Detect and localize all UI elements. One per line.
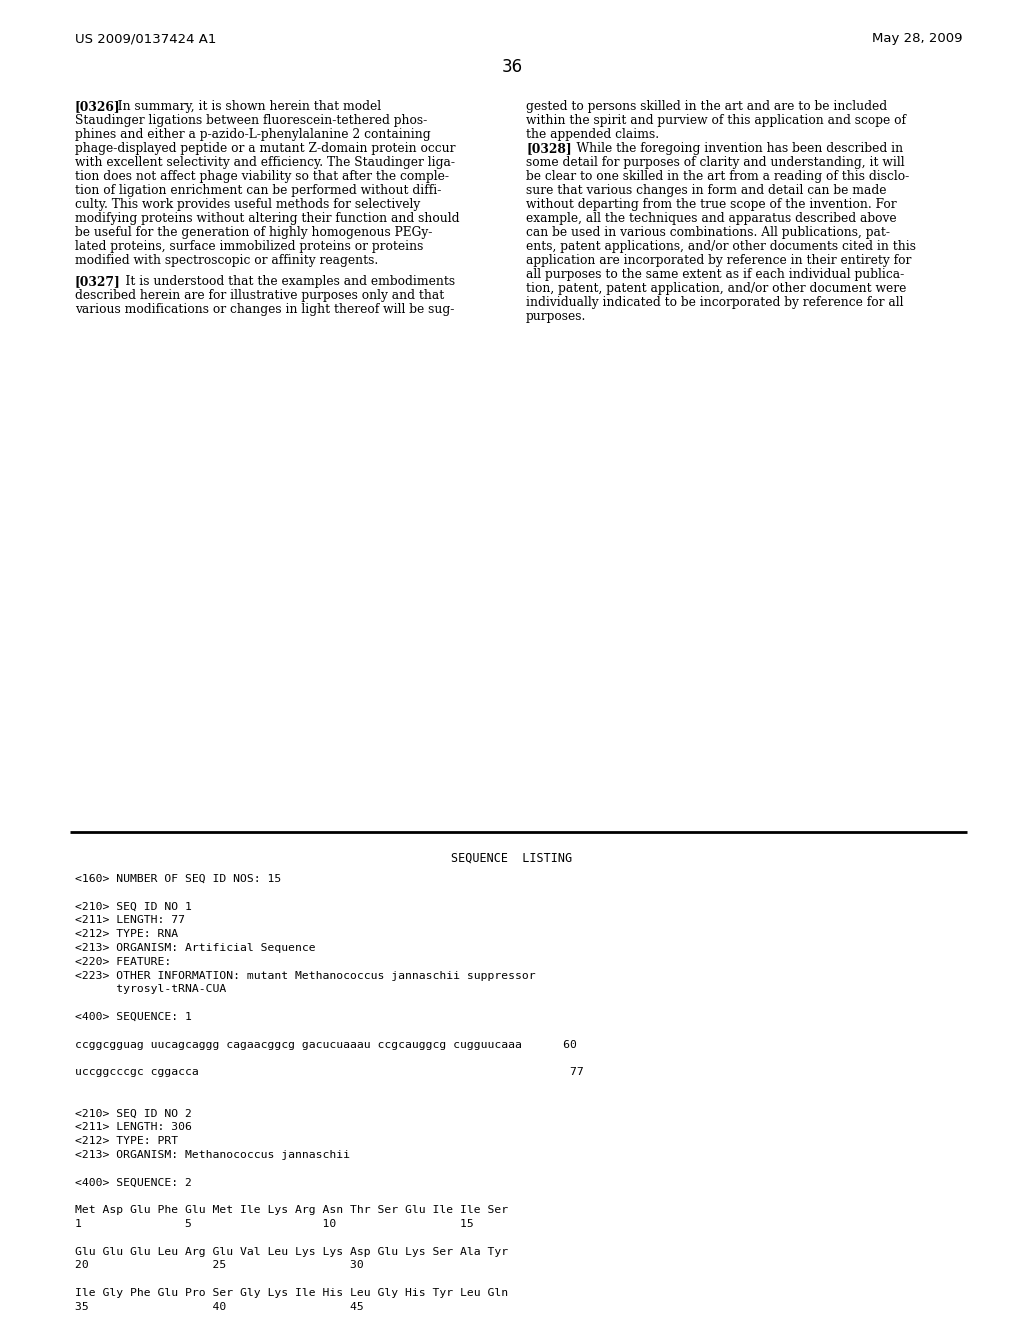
Text: <213> ORGANISM: Artificial Sequence: <213> ORGANISM: Artificial Sequence bbox=[75, 942, 315, 953]
Text: Met Asp Glu Phe Glu Met Ile Lys Arg Asn Thr Ser Glu Ile Ile Ser: Met Asp Glu Phe Glu Met Ile Lys Arg Asn … bbox=[75, 1205, 508, 1216]
Text: SEQUENCE  LISTING: SEQUENCE LISTING bbox=[452, 851, 572, 865]
Text: gested to persons skilled in the art and are to be included: gested to persons skilled in the art and… bbox=[526, 100, 887, 114]
Text: various modifications or changes in light thereof will be sug-: various modifications or changes in ligh… bbox=[75, 304, 455, 315]
Text: culty. This work provides useful methods for selectively: culty. This work provides useful methods… bbox=[75, 198, 420, 211]
Text: <212> TYPE: PRT: <212> TYPE: PRT bbox=[75, 1137, 178, 1146]
Text: tion, patent, patent application, and/or other document were: tion, patent, patent application, and/or… bbox=[526, 282, 906, 294]
Text: be clear to one skilled in the art from a reading of this disclo-: be clear to one skilled in the art from … bbox=[526, 170, 909, 183]
Text: ccggcgguag uucagcaggg cagaacggcg gacucuaaau ccgcauggcg cugguucaaa      60: ccggcgguag uucagcaggg cagaacggcg gacucua… bbox=[75, 1040, 577, 1049]
Text: all purposes to the same extent as if each individual publica-: all purposes to the same extent as if ea… bbox=[526, 268, 904, 281]
Text: <160> NUMBER OF SEQ ID NOS: 15: <160> NUMBER OF SEQ ID NOS: 15 bbox=[75, 874, 282, 884]
Text: modifying proteins without altering their function and should: modifying proteins without altering thei… bbox=[75, 213, 460, 224]
Text: <223> OTHER INFORMATION: mutant Methanococcus jannaschii suppressor: <223> OTHER INFORMATION: mutant Methanoc… bbox=[75, 970, 536, 981]
Text: Glu Glu Glu Leu Arg Glu Val Leu Lys Lys Asp Glu Lys Ser Ala Tyr: Glu Glu Glu Leu Arg Glu Val Leu Lys Lys … bbox=[75, 1246, 508, 1257]
Text: <210> SEQ ID NO 1: <210> SEQ ID NO 1 bbox=[75, 902, 191, 912]
Text: <211> LENGTH: 306: <211> LENGTH: 306 bbox=[75, 1122, 191, 1133]
Text: phage-displayed peptide or a mutant Z-domain protein occur: phage-displayed peptide or a mutant Z-do… bbox=[75, 143, 456, 154]
Text: <212> TYPE: RNA: <212> TYPE: RNA bbox=[75, 929, 178, 940]
Text: [0327]: [0327] bbox=[75, 275, 121, 288]
Text: some detail for purposes of clarity and understanding, it will: some detail for purposes of clarity and … bbox=[526, 156, 904, 169]
Text: example, all the techniques and apparatus described above: example, all the techniques and apparatu… bbox=[526, 213, 897, 224]
Text: <400> SEQUENCE: 1: <400> SEQUENCE: 1 bbox=[75, 1012, 191, 1022]
Text: uccggcccgc cggacca                                                      77: uccggcccgc cggacca 77 bbox=[75, 1067, 584, 1077]
Text: lated proteins, surface immobilized proteins or proteins: lated proteins, surface immobilized prot… bbox=[75, 240, 423, 253]
Text: without departing from the true scope of the invention. For: without departing from the true scope of… bbox=[526, 198, 897, 211]
Text: In summary, it is shown herein that model: In summary, it is shown herein that mode… bbox=[110, 100, 381, 114]
Text: [0326]: [0326] bbox=[75, 100, 121, 114]
Text: Staudinger ligations between fluorescein-tethered phos-: Staudinger ligations between fluorescein… bbox=[75, 114, 427, 127]
Text: be useful for the generation of highly homogenous PEGy-: be useful for the generation of highly h… bbox=[75, 226, 432, 239]
Text: tion of ligation enrichment can be performed without diffi-: tion of ligation enrichment can be perfo… bbox=[75, 183, 441, 197]
Text: within the spirit and purview of this application and scope of: within the spirit and purview of this ap… bbox=[526, 114, 906, 127]
Text: can be used in various combinations. All publications, pat-: can be used in various combinations. All… bbox=[526, 226, 890, 239]
Text: modified with spectroscopic or affinity reagents.: modified with spectroscopic or affinity … bbox=[75, 253, 378, 267]
Text: purposes.: purposes. bbox=[526, 310, 587, 323]
Text: phines and either a p-azido-L-phenylalanine 2 containing: phines and either a p-azido-L-phenylalan… bbox=[75, 128, 431, 141]
Text: <220> FEATURE:: <220> FEATURE: bbox=[75, 957, 171, 966]
Text: ents, patent applications, and/or other documents cited in this: ents, patent applications, and/or other … bbox=[526, 240, 916, 253]
Text: tion does not affect phage viability so that after the comple-: tion does not affect phage viability so … bbox=[75, 170, 449, 183]
Text: <211> LENGTH: 77: <211> LENGTH: 77 bbox=[75, 915, 185, 925]
Text: Ile Gly Phe Glu Pro Ser Gly Lys Ile His Leu Gly His Tyr Leu Gln: Ile Gly Phe Glu Pro Ser Gly Lys Ile His … bbox=[75, 1288, 508, 1298]
Text: 1               5                   10                  15: 1 5 10 15 bbox=[75, 1218, 474, 1229]
Text: application are incorporated by reference in their entirety for: application are incorporated by referenc… bbox=[526, 253, 911, 267]
Text: 35                  40                  45: 35 40 45 bbox=[75, 1302, 364, 1312]
Text: May 28, 2009: May 28, 2009 bbox=[871, 32, 962, 45]
Text: US 2009/0137424 A1: US 2009/0137424 A1 bbox=[75, 32, 216, 45]
Text: the appended claims.: the appended claims. bbox=[526, 128, 659, 141]
Text: While the foregoing invention has been described in: While the foregoing invention has been d… bbox=[561, 143, 903, 154]
Text: 36: 36 bbox=[502, 58, 522, 77]
Text: [0328]: [0328] bbox=[526, 143, 571, 154]
Text: with excellent selectivity and efficiency. The Staudinger liga-: with excellent selectivity and efficienc… bbox=[75, 156, 455, 169]
Text: <400> SEQUENCE: 2: <400> SEQUENCE: 2 bbox=[75, 1177, 191, 1188]
Text: individually indicated to be incorporated by reference for all: individually indicated to be incorporate… bbox=[526, 296, 903, 309]
Text: 20                  25                  30: 20 25 30 bbox=[75, 1261, 364, 1270]
Text: It is understood that the examples and embodiments: It is understood that the examples and e… bbox=[110, 275, 455, 288]
Text: <210> SEQ ID NO 2: <210> SEQ ID NO 2 bbox=[75, 1109, 191, 1118]
Text: described herein are for illustrative purposes only and that: described herein are for illustrative pu… bbox=[75, 289, 444, 302]
Text: tyrosyl-tRNA-CUA: tyrosyl-tRNA-CUA bbox=[75, 985, 226, 994]
Text: <213> ORGANISM: Methanococcus jannaschii: <213> ORGANISM: Methanococcus jannaschii bbox=[75, 1150, 350, 1160]
Text: sure that various changes in form and detail can be made: sure that various changes in form and de… bbox=[526, 183, 887, 197]
